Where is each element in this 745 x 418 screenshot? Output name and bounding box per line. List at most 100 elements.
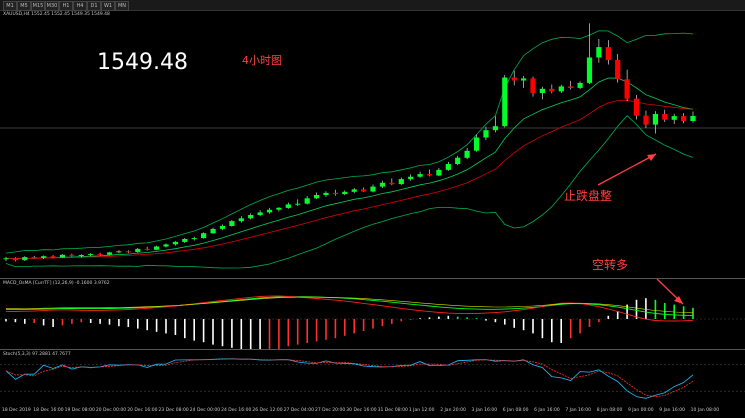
candle-body — [276, 207, 282, 210]
candle-body — [125, 251, 131, 253]
x-axis-label: 18 Dec 2019 — [2, 408, 31, 413]
x-axis-label: 26 Dec 12:00 — [252, 408, 283, 413]
candle-body — [285, 204, 291, 208]
candle-body — [379, 182, 386, 187]
stoch-signal-line — [5, 358, 694, 398]
candle-body — [304, 198, 310, 204]
main-price-panel: XAUUSD,H4 1552.45 1552.45 1549.35 1549.4… — [0, 10, 745, 278]
x-axis-label: 30 Dec 16:00 — [346, 408, 377, 413]
candle-body — [97, 253, 103, 255]
timeframe-button-d1[interactable]: D1 — [87, 1, 101, 11]
candle-body — [502, 77, 508, 127]
candle-body — [586, 57, 593, 83]
candle-body — [210, 228, 216, 234]
candle-body — [361, 189, 367, 192]
timeframe-button-h1[interactable]: H1 — [59, 1, 73, 11]
candle-body — [568, 86, 574, 88]
candle-body — [549, 88, 555, 92]
candle-body — [342, 191, 348, 195]
x-axis-label: 1 Jan 12:00 — [408, 408, 435, 413]
candle-body — [530, 78, 536, 93]
candlestick-chart — [0, 23, 745, 269]
x-axis-label: 20 Dec 00:00 — [95, 408, 127, 413]
x-axis-label: 6 Jan 16:00 — [534, 408, 560, 413]
candle-body — [492, 126, 498, 131]
x-axis-label: 23 Dec 08:00 — [158, 408, 189, 413]
candle-body — [172, 241, 178, 245]
candle-body — [690, 116, 696, 121]
current-price: 1549.48 — [97, 50, 188, 75]
candle-body — [455, 157, 461, 164]
candle-body — [248, 215, 254, 219]
candle-body — [652, 114, 658, 125]
candle-body — [22, 257, 28, 261]
panel-separator — [0, 278, 745, 279]
candle-body — [191, 238, 197, 240]
annotation-arrow-consolidation — [597, 153, 657, 186]
x-axis-label: 27 Dec 04:00 — [283, 408, 314, 413]
x-axis-label: 10 Jan 08:00 — [690, 408, 720, 413]
candle-body — [539, 88, 545, 93]
candle-body — [624, 79, 630, 99]
x-axis-label: 24 Dec 00:00 — [189, 408, 221, 413]
candle-body — [474, 137, 480, 151]
timeframe-button-mn[interactable]: MN — [115, 1, 129, 11]
candle-body — [408, 176, 414, 180]
candle-body — [59, 254, 66, 258]
candle-body — [3, 258, 9, 260]
macd-header: MACD_OsMA [CurrTF] (12,26,9) -0.1600 3.9… — [3, 281, 110, 286]
candle-body — [257, 212, 263, 215]
macd-yellow-line — [6, 296, 694, 314]
moving-average-slow-line — [5, 99, 694, 259]
annotation-consolidation: 止跌盘整 — [564, 189, 613, 203]
x-axis-label: 6 Jan 08:00 — [502, 408, 529, 413]
candle-body — [238, 218, 244, 222]
candle-body — [558, 86, 564, 92]
panel-separator — [0, 349, 745, 350]
candle-body — [681, 116, 687, 121]
x-axis-label: 7 Jan 16:00 — [565, 408, 592, 413]
candle-body — [144, 248, 150, 250]
candle-body — [370, 186, 376, 192]
timeframe-toolbar: M1 M5 M15 M30 H1 H4 D1 W1 MN — [0, 0, 745, 11]
timeframe-button-h4[interactable]: H4 — [73, 1, 87, 11]
candle-body — [219, 225, 226, 229]
candle-body — [577, 82, 583, 88]
timeframe-button-m30[interactable]: M30 — [45, 1, 59, 11]
moving-average-fast-line — [5, 77, 694, 260]
candle-body — [521, 78, 527, 81]
x-axis-label: 31 Dec 08:00 — [377, 408, 408, 413]
timeframe-button-m15[interactable]: M15 — [31, 1, 45, 11]
stochastic-chart — [0, 358, 745, 399]
candle-body — [417, 174, 423, 177]
x-axis-label: 9 Jan 16:00 — [659, 408, 685, 413]
candle-body — [323, 192, 329, 195]
candle-body — [229, 221, 235, 226]
macd-chart — [0, 279, 745, 349]
candle-body — [41, 256, 47, 258]
candle-body — [436, 169, 442, 176]
candle-body — [106, 252, 113, 255]
candle-body — [445, 164, 451, 170]
candle-body — [633, 98, 640, 116]
candle-body — [389, 182, 395, 185]
candle-body — [12, 258, 18, 261]
main-header: XAUUSD,H4 1552.45 1552.45 1549.35 1549.4… — [3, 12, 110, 17]
timeframe-button-m1[interactable]: M1 — [3, 1, 17, 11]
arrow-head-icon — [674, 296, 683, 304]
candle-body — [50, 256, 56, 258]
candle-body — [596, 47, 602, 58]
candle-body — [69, 254, 75, 256]
timeframe-label: 4小时图 — [242, 54, 282, 67]
timeframe-button-w1[interactable]: W1 — [101, 1, 115, 11]
bollinger-lower-line — [5, 115, 694, 269]
x-axis-label: 20 Dec 16:00 — [127, 408, 158, 413]
candle-body — [78, 255, 84, 256]
candle-body — [351, 189, 357, 192]
candle-body — [483, 130, 489, 138]
x-axis: 18 Dec 2019 18 Dec 16:00 19 Dec 08:00 20 De… — [0, 406, 745, 418]
x-axis-label: 24 Dec 16:00 — [221, 408, 252, 413]
candle-body — [135, 248, 141, 252]
timeframe-button-m5[interactable]: M5 — [17, 1, 31, 11]
x-axis-label: 27 Dec 20:00 — [315, 408, 346, 413]
